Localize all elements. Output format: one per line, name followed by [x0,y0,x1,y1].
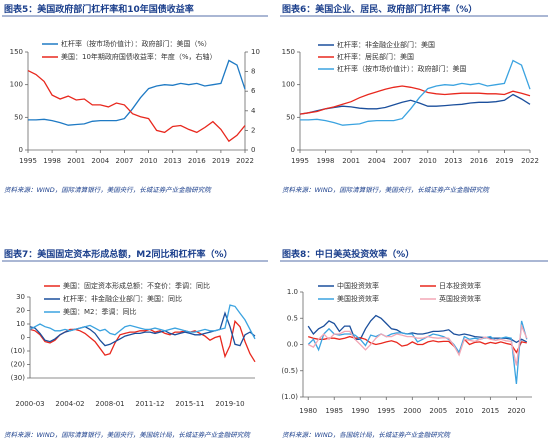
x-tick-label: 2020 [507,407,525,415]
chart-title: 图表7：美国固定资本形成总额，M2同比和杠杆率（%） [4,248,233,260]
y2-tick-label: 8 [251,68,255,76]
x-tick-label: 2001 [67,157,85,165]
x-tick-label: 1995 [291,157,309,165]
x-tick-label: 1995 [19,157,37,165]
chart-title: 图表5：美国政府部门杠杆率和10年国债收益率 [4,3,194,15]
x-tick-label: 1998 [43,157,61,165]
y-tick-label: 10 [16,320,25,328]
x-tick-label: 2004 [91,157,109,165]
x-tick-label: 2019 [212,157,230,165]
y-tick-label: 50 [286,113,295,121]
x-tick-label: 2016 [470,157,488,165]
legend-label: 杠杆率（按市场价值计）：政府部门：美国（%） [61,39,211,48]
y-tick-label: 20 [16,307,25,315]
x-tick-label: 2015 [481,407,499,415]
x-tick-label: 1990 [351,407,369,415]
chart-title: 图表8：中日美英投资效率（%） [282,248,414,260]
series-line [299,93,531,115]
y-tick-label: 100 [10,81,23,89]
x-tick-label: 1985 [325,407,343,415]
source-note: 资料来源：WIND，国际清算银行，美国央行，长城证券产业金融研究院 [282,186,490,194]
x-tick-label: 1995 [377,407,395,415]
x-tick-label: 2005 [429,407,447,415]
series-line [308,335,527,354]
series-line [307,320,528,384]
source-note: 资料来源：WIND，国际清算银行，美国央行，长城证券产业金融研究院 [4,186,212,194]
y-tick-label: (30) [11,374,26,382]
legend-label: 杠杆率：居民部门：美国 [337,52,414,61]
series-line [27,70,246,143]
series-line [300,59,531,126]
x-tick-label: 2008-01 [95,400,124,408]
legend-label: 美国：固定资本形成总额：不变价：季调：同比 [63,281,210,290]
chart-title: 图表6：美国企业、居民、政府部门杠杆率（%） [282,3,477,15]
y-tick-label: 0 [291,146,295,154]
x-tick-label: 2013 [444,157,462,165]
series-line [299,85,531,115]
legend-label: 杠杆率：非金融企业部门：美国：同比 [63,294,182,303]
series-line [28,59,246,126]
y-tick-label: 100 [282,81,295,89]
x-tick-label: 1998 [317,157,335,165]
y-tick-label: 150 [10,48,23,56]
y-tick-label: 0 [19,146,23,154]
x-tick-label: 2022 [521,157,539,165]
legend-label: 美国投资效率 [337,294,379,303]
x-tick-label: 2010 [140,157,158,165]
x-tick-label: 2010 [419,157,437,165]
x-tick-label: 2016 [188,157,206,165]
x-tick-label: 2000-03 [15,400,44,408]
x-tick-label: 2011-12 [135,400,164,408]
legend-label: 中国投资效率 [337,281,379,290]
legend-label: 杠杆率：非金融企业部门：美国 [337,40,435,49]
y2-tick-label: 2 [251,126,255,134]
legend-label: 美国：M2：季调：同比 [63,307,137,316]
x-tick-label: 2007 [116,157,134,165]
y-tick-label: 1.0 [287,288,298,296]
y2-tick-label: 4 [251,107,256,115]
y2-tick-label: 10 [251,48,260,56]
series-line [307,314,528,344]
x-tick-label: 2010 [455,407,473,415]
source-note: 资料来源：WIND，国际清算银行，美国央行，美国统计局，长城证券产业金融研究院 [4,431,251,439]
y-tick-label: (10) [11,347,26,355]
x-tick-label: 2001 [342,157,360,165]
y-tick-label: 0.5 [287,314,298,322]
y-tick-label: 30 [16,293,25,301]
legend-label: 杠杆率（按市场价值计）：政府部门：美国 [337,64,467,73]
x-tick-label: 2019 [496,157,514,165]
x-tick-label: 2022 [236,157,254,165]
y-tick-label: (20) [11,361,26,369]
legend-label: 英国投资效率 [439,294,481,303]
y-tick-label: 50 [14,113,23,121]
x-tick-label: 2015-11 [175,400,204,408]
source-note: 资料来源：WIND，各国统计局，长城证券产业金融研究院 [282,431,451,439]
y-tick-label: 0 [21,334,25,342]
y-tick-label: 150 [282,48,295,56]
y-tick-label: (0.5) [281,367,298,375]
legend-label: 日本投资效率 [439,281,481,290]
x-tick-label: 2000 [403,407,421,415]
x-tick-label: 1980 [299,407,317,415]
x-tick-label: 2004 [368,157,386,165]
series-line [307,323,528,366]
x-tick-label: 2004-02 [55,400,84,408]
x-tick-label: 2019-10 [215,400,244,408]
y-tick-label: 0.0 [287,341,298,349]
x-tick-label: 2007 [393,157,411,165]
y-tick-label: (1.0) [281,393,298,401]
x-tick-label: 2013 [164,157,182,165]
y2-tick-label: 0 [251,146,255,154]
legend-label: 美国：10年期政府国债收益率：年度（%，右轴） [61,52,217,61]
series-line [29,304,256,340]
y2-tick-label: 6 [251,87,256,95]
